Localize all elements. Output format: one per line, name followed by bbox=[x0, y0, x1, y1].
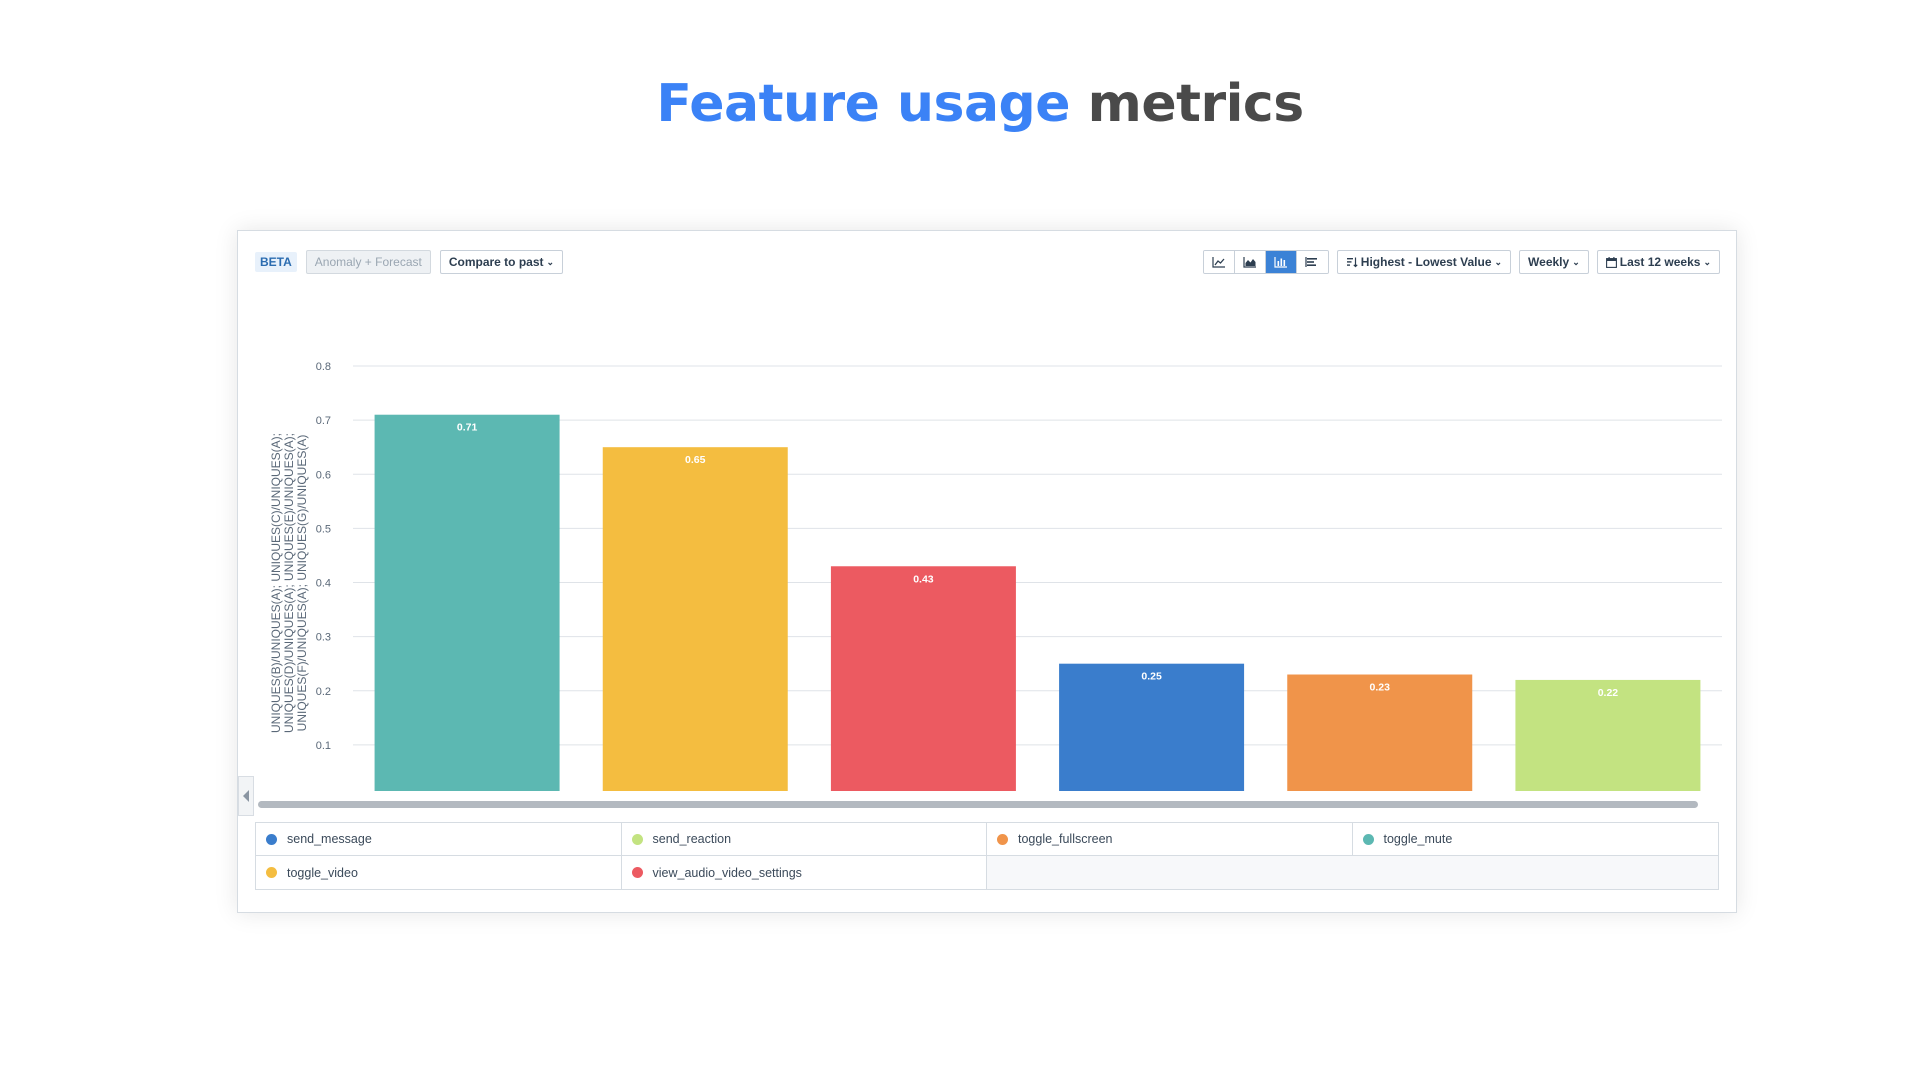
data-label: 0.23 bbox=[1370, 682, 1391, 694]
sort-label: Highest - Lowest Value bbox=[1360, 255, 1492, 269]
legend-item[interactable]: send_message bbox=[256, 823, 622, 856]
page-title: Feature usage metrics bbox=[0, 74, 1920, 134]
area-chart-icon bbox=[1243, 257, 1256, 268]
legend-item[interactable]: toggle_fullscreen bbox=[987, 823, 1353, 856]
bar-chart: 00.10.20.30.40.50.60.70.80.71toggle_mute… bbox=[269, 361, 1722, 791]
date-range-label: Last 12 weeks bbox=[1619, 255, 1701, 269]
line-chart-button[interactable] bbox=[1203, 251, 1235, 273]
y-tick-label: 0.1 bbox=[316, 740, 331, 752]
legend-label: toggle_video bbox=[287, 865, 358, 880]
legend-label: send_message bbox=[287, 832, 372, 846]
legend-label: toggle_mute bbox=[1383, 832, 1453, 846]
y-axis-title: UNIQUES(D)/UNIQUES(A); UNIQUES(E)/UNIQUE… bbox=[282, 433, 296, 733]
data-label: 0.22 bbox=[1598, 687, 1619, 699]
compare-to-past-dropdown[interactable]: Compare to past ⌄ bbox=[439, 250, 564, 274]
legend-dot bbox=[631, 867, 643, 878]
date-range-dropdown[interactable]: Last 12 weeks ⌄ bbox=[1596, 250, 1720, 274]
legend-item[interactable]: toggle_mute bbox=[1352, 823, 1718, 856]
y-axis-title: UNIQUES(B)/UNIQUES(A); UNIQUES(C)/UNIQUE… bbox=[269, 433, 283, 733]
scrollbar-thumb[interactable] bbox=[258, 801, 1698, 808]
legend-dot bbox=[266, 867, 277, 878]
legend-label: send_reaction bbox=[652, 832, 732, 846]
y-tick-label: 0.7 bbox=[316, 415, 331, 427]
anomaly-forecast-button[interactable]: Anomaly + Forecast bbox=[305, 250, 431, 274]
interval-dropdown[interactable]: Weekly ⌄ bbox=[1519, 250, 1589, 274]
y-axis-title: UNIQUES(F)/UNIQUES(A); UNIQUES(G)/UNIQUE… bbox=[295, 435, 309, 732]
y-tick-label: 0.8 bbox=[316, 361, 331, 373]
legend-label: toggle_fullscreen bbox=[1018, 832, 1113, 846]
legend-label: view_audio_video_settings bbox=[652, 865, 802, 880]
y-tick-label: 0.3 bbox=[316, 632, 331, 644]
bar bbox=[830, 566, 1016, 791]
bar-chart-icon bbox=[1274, 257, 1287, 268]
y-tick-label: 0.2 bbox=[316, 686, 331, 698]
legend-item[interactable]: view_audio_video_settings bbox=[622, 856, 987, 889]
bar bbox=[1059, 663, 1245, 791]
title-accent: Feature usage bbox=[656, 74, 1071, 134]
compare-label: Compare to past bbox=[448, 255, 544, 269]
data-label: 0.43 bbox=[913, 573, 934, 585]
data-label: 0.65 bbox=[685, 454, 706, 466]
calendar-icon bbox=[1605, 256, 1617, 268]
line-chart-icon bbox=[1212, 257, 1225, 268]
chart-card: BETA Anomaly + Forecast Compare to past ⌄… bbox=[237, 230, 1737, 913]
chart-area: 00.10.20.30.40.50.60.70.80.71toggle_mute… bbox=[248, 291, 1728, 791]
area-chart-button[interactable] bbox=[1234, 251, 1266, 273]
interval-label: Weekly bbox=[1528, 255, 1570, 269]
bar bbox=[1287, 674, 1473, 791]
title-rest: metrics bbox=[1070, 74, 1305, 134]
bar bbox=[602, 447, 788, 791]
legend-dot bbox=[997, 833, 1008, 845]
horizontal-bar-button[interactable] bbox=[1296, 251, 1328, 273]
y-tick-label: 0.6 bbox=[316, 469, 331, 481]
horizontal-scrollbar[interactable] bbox=[258, 798, 1720, 810]
chart-type-toggle bbox=[1202, 250, 1329, 274]
legend-dot bbox=[631, 833, 643, 845]
legend: send_message send_reaction toggle_fullsc… bbox=[255, 822, 1719, 890]
toolbar-right: Highest - Lowest Value ⌄ Weekly ⌄ Last 12 … bbox=[1202, 250, 1720, 274]
chevron-down-icon: ⌄ bbox=[1572, 256, 1580, 267]
horizontal-bar-icon bbox=[1305, 257, 1318, 267]
toolbar-left: BETA Anomaly + Forecast Compare to past ⌄ bbox=[255, 250, 564, 274]
bar-chart-button[interactable] bbox=[1265, 251, 1297, 273]
legend-empty-cell bbox=[987, 856, 1718, 889]
y-tick-label: 0.5 bbox=[316, 523, 331, 535]
legend-item[interactable]: toggle_video bbox=[256, 856, 622, 889]
beta-badge: BETA bbox=[255, 252, 297, 272]
bar bbox=[1515, 679, 1701, 791]
sort-dropdown[interactable]: Highest - Lowest Value ⌄ bbox=[1336, 250, 1512, 274]
data-label: 0.25 bbox=[1141, 671, 1162, 683]
scroll-left-button[interactable] bbox=[238, 776, 254, 816]
caret-left-icon bbox=[243, 790, 249, 802]
chevron-down-icon: ⌄ bbox=[1494, 256, 1503, 267]
y-tick-label: 0.4 bbox=[316, 578, 331, 590]
legend-dot bbox=[266, 833, 277, 845]
bar bbox=[374, 414, 560, 791]
legend-dot bbox=[1362, 833, 1374, 845]
sort-icon bbox=[1346, 257, 1358, 268]
data-label: 0.71 bbox=[457, 422, 478, 434]
chevron-down-icon: ⌄ bbox=[1703, 256, 1711, 267]
legend-item[interactable]: send_reaction bbox=[621, 823, 987, 856]
anomaly-forecast-label: Anomaly + Forecast bbox=[314, 255, 422, 269]
chevron-down-icon: ⌄ bbox=[546, 256, 555, 267]
